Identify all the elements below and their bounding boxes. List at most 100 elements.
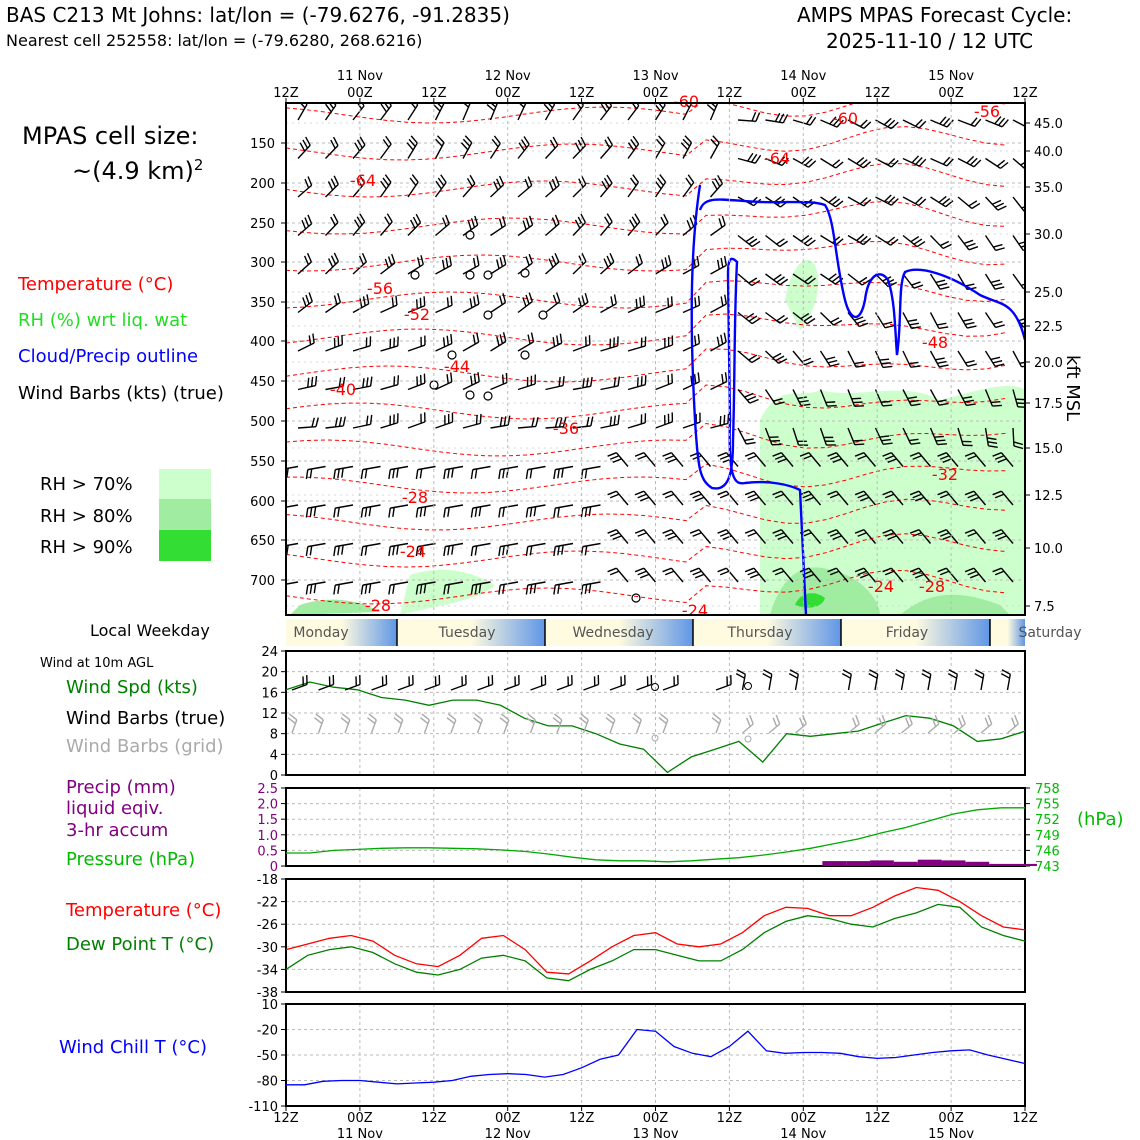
wind-barb bbox=[572, 335, 591, 352]
top-date-label: 11 Nov bbox=[337, 69, 383, 84]
wind-barb bbox=[689, 529, 712, 544]
kft-tick-label: 40.0 bbox=[1034, 145, 1063, 160]
wind-barb bbox=[772, 490, 794, 506]
wind-barb bbox=[324, 213, 339, 236]
surface-wind-barb bbox=[974, 669, 985, 691]
wind-barb bbox=[352, 103, 365, 121]
chill-panel-ytick-label: -110 bbox=[248, 1100, 278, 1115]
rh80-label: RH > 80% bbox=[40, 506, 133, 527]
wind-barb bbox=[744, 490, 767, 506]
precip-bar bbox=[989, 863, 1014, 866]
precip-panel-ytick-label: 0.5 bbox=[257, 844, 278, 859]
title-right-1: AMPS MPAS Forecast Cycle: bbox=[797, 3, 1073, 27]
precip-bar bbox=[917, 859, 942, 866]
wind-barb bbox=[854, 529, 877, 544]
wind-barb bbox=[985, 116, 1009, 128]
wind-barb bbox=[680, 135, 693, 159]
grid-wind-barb bbox=[287, 713, 298, 734]
wspd-label: Wind Spd (kts) bbox=[66, 677, 198, 698]
wind-barb bbox=[654, 174, 667, 198]
bottom-date-label: 14 Nov bbox=[780, 1127, 826, 1140]
pressure-tick-label: 150 bbox=[250, 137, 275, 152]
wind-barb bbox=[717, 529, 739, 544]
wind-barb bbox=[360, 465, 381, 480]
wind-barb bbox=[490, 255, 507, 275]
wind-barb bbox=[847, 119, 872, 130]
wind-barb bbox=[717, 490, 739, 506]
wind-barb bbox=[992, 567, 1014, 583]
bottom-time-label: 12Z bbox=[1012, 1111, 1038, 1126]
wind-barb bbox=[517, 215, 534, 237]
top-time-label: 00Z bbox=[347, 86, 373, 101]
wind-barb bbox=[1012, 157, 1025, 171]
wind-barb bbox=[992, 490, 1014, 506]
wind-barb bbox=[415, 504, 436, 518]
grid-wind-barb bbox=[901, 714, 913, 734]
wind-barb bbox=[435, 372, 453, 391]
calm-circle bbox=[744, 735, 752, 743]
surface-wind-barb bbox=[715, 675, 732, 691]
wind-barb bbox=[957, 427, 973, 447]
temperature-contour-label: -24 bbox=[682, 601, 708, 620]
wind-barb bbox=[462, 294, 480, 314]
precip-label-1: Precip (mm) bbox=[66, 777, 176, 798]
wind-barb bbox=[297, 376, 318, 391]
wind-barb bbox=[600, 336, 619, 352]
wind-barb bbox=[553, 504, 574, 518]
windchill-label: Wind Chill T (°C) bbox=[59, 1037, 207, 1058]
wind-barb bbox=[909, 529, 932, 544]
wind-barb bbox=[709, 174, 724, 198]
wind-barb bbox=[902, 273, 924, 289]
wind-barb bbox=[572, 293, 589, 314]
kft-tick-label: 20.0 bbox=[1034, 356, 1063, 371]
wind-barb bbox=[820, 157, 844, 169]
wind-barb bbox=[407, 255, 424, 275]
wind-barb bbox=[297, 417, 319, 429]
wind-barb bbox=[1012, 119, 1025, 129]
precip-label-2: liquid eqiv. bbox=[66, 798, 164, 819]
wind-barb bbox=[655, 255, 672, 275]
wind-barb bbox=[847, 389, 865, 407]
wind-barb bbox=[600, 294, 617, 314]
weekday-band bbox=[545, 619, 693, 646]
grid-wind-barb bbox=[658, 713, 669, 734]
wind-barb bbox=[572, 136, 587, 159]
wind-barb bbox=[352, 136, 366, 159]
temperature-contour bbox=[286, 533, 1007, 568]
precip-bar bbox=[893, 861, 918, 866]
temperature-contour-label: -28 bbox=[402, 488, 428, 507]
wind-barb bbox=[1012, 350, 1025, 368]
wind-barb bbox=[909, 490, 932, 506]
wind-barb bbox=[545, 417, 567, 429]
top-date-label: 13 Nov bbox=[632, 69, 678, 84]
wind-barb bbox=[380, 295, 398, 314]
wind-barb bbox=[847, 196, 872, 207]
wind-barb bbox=[902, 119, 927, 129]
wind-barb bbox=[443, 581, 464, 595]
bottom-date-label: 15 Nov bbox=[928, 1127, 974, 1140]
wind-barb bbox=[682, 372, 700, 391]
wind-barb bbox=[655, 296, 673, 314]
wind-barb bbox=[407, 213, 422, 236]
wind-barb bbox=[580, 465, 601, 480]
wind-panel-frame bbox=[285, 650, 1026, 776]
wind-barb bbox=[380, 413, 399, 429]
bottom-date-label: 11 Nov bbox=[337, 1127, 383, 1140]
wind-barb bbox=[325, 175, 339, 198]
surface-wind-barb bbox=[477, 675, 494, 691]
bottom-time-label: 00Z bbox=[643, 1111, 669, 1126]
wind-barb bbox=[325, 416, 346, 429]
wind-barb bbox=[737, 311, 761, 325]
wind-barb bbox=[792, 311, 816, 325]
wind-barb bbox=[516, 103, 527, 121]
temp-panel-ytick-label: -26 bbox=[257, 918, 278, 933]
wind-barb bbox=[937, 567, 959, 583]
wind-barb bbox=[544, 136, 559, 159]
calm-circle bbox=[447, 350, 457, 360]
wind-barb bbox=[360, 581, 381, 595]
wind-barb bbox=[545, 214, 560, 237]
calm-circle bbox=[465, 270, 475, 280]
wind-barb bbox=[379, 135, 392, 159]
wind-barb bbox=[930, 156, 954, 167]
wind-barb bbox=[286, 504, 299, 509]
